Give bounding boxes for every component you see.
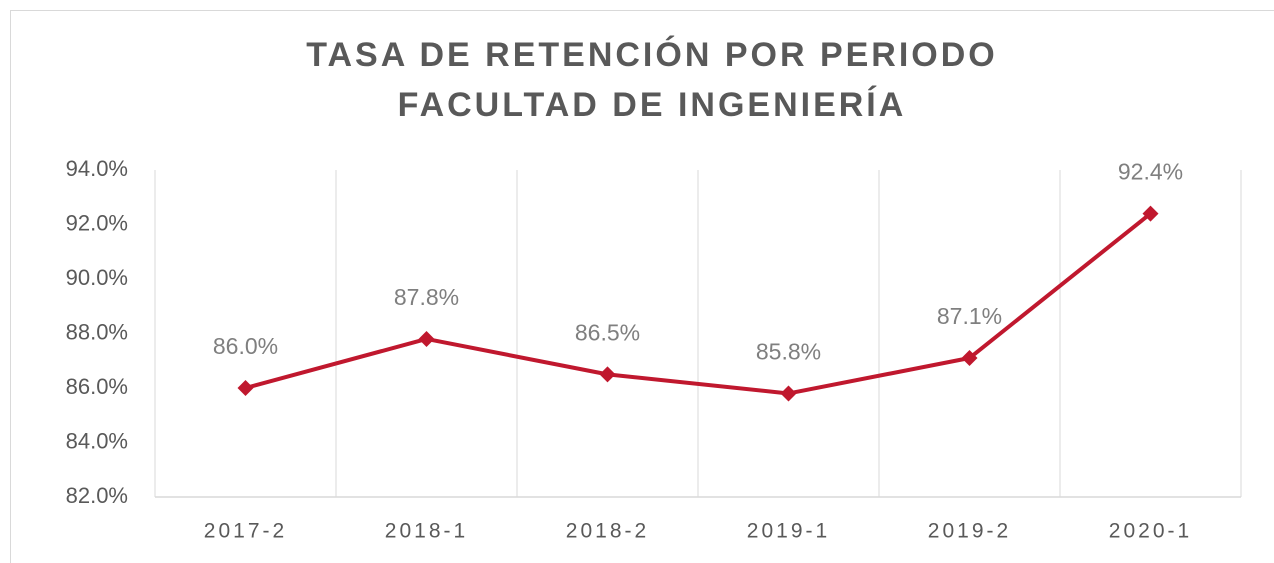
data-label: 92.4%: [1118, 159, 1183, 185]
chart-title: TASA DE RETENCIÓN POR PERIODO: [306, 36, 998, 74]
x-tick-label: 2019-1: [747, 520, 830, 543]
y-tick-label: 82.0%: [66, 483, 128, 508]
x-tick-label: 2019-2: [928, 520, 1011, 543]
y-tick-label: 90.0%: [66, 265, 128, 290]
data-label: 86.0%: [213, 333, 278, 359]
y-tick-label: 94.0%: [66, 156, 128, 181]
marker: [599, 366, 616, 383]
y-tick-label: 84.0%: [66, 428, 128, 453]
marker: [1142, 205, 1159, 222]
chart-border: [10, 10, 1274, 563]
marker: [237, 380, 254, 396]
x-tick-label: 2018-2: [566, 520, 649, 543]
y-tick-label: 92.0%: [66, 210, 128, 235]
y-tick-label: 88.0%: [66, 319, 128, 344]
x-tick-label: 2018-1: [385, 520, 468, 543]
x-tick-label: 2017-2: [204, 520, 287, 543]
data-label: 85.8%: [756, 339, 821, 365]
chart-subtitle: FACULTAD DE INGENIERÍA: [398, 86, 907, 124]
x-tick-label: 2020-1: [1109, 520, 1192, 543]
y-tick-label: 86.0%: [66, 374, 128, 399]
marker: [961, 350, 978, 367]
data-label: 87.1%: [937, 303, 1002, 329]
marker: [418, 330, 435, 347]
data-label: 86.5%: [575, 319, 640, 345]
data-label: 87.8%: [394, 284, 459, 310]
marker: [780, 385, 797, 402]
line: [244, 212, 1152, 396]
